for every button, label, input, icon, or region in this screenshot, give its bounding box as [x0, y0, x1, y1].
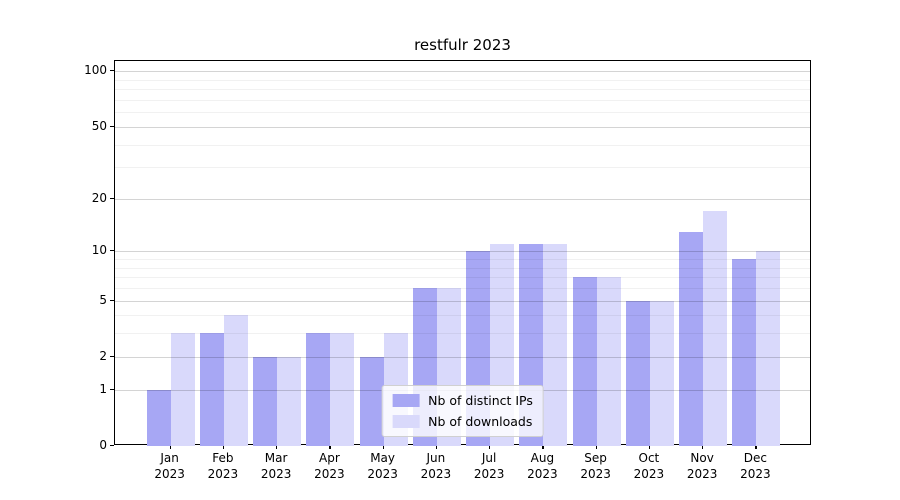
x-tick-mark-jun: [435, 445, 438, 449]
bar-series0-nov: [679, 231, 704, 446]
bar-series0-feb: [199, 333, 224, 446]
y-tick-label-5: 5: [99, 292, 107, 307]
legend-swatch-distinct-ips: [392, 394, 420, 407]
x-tick-month-apr: Apr: [319, 451, 340, 465]
y-tick-mark-2: [110, 355, 114, 357]
gridline-major-100: [115, 71, 810, 73]
y-tick-mark-1: [110, 388, 114, 390]
x-tick-year-jan: 2023: [154, 467, 185, 481]
bar-series0-may: [359, 356, 384, 446]
x-tick-mark-aug: [542, 445, 544, 449]
x-tick-month-nov: Nov: [690, 451, 714, 465]
gridline-minor-40: [115, 144, 810, 146]
legend-item-distinct-ips: Nb of distinct IPs: [392, 390, 533, 411]
x-tick-month-feb: Feb: [212, 451, 234, 465]
bar-series0-dec: [732, 259, 757, 446]
x-tick-month-jun: Jun: [426, 451, 446, 465]
bar-series0-apr: [306, 333, 331, 446]
y-tick-label-10: 10: [91, 243, 107, 258]
y-tick-mark-0: [110, 445, 114, 447]
x-tick-month-may: May: [370, 451, 395, 465]
bar-series1-aug: [543, 244, 568, 446]
gridline-minor-60: [115, 112, 810, 114]
x-tick-month-sep: Sep: [584, 451, 607, 465]
y-tick-label-1: 1: [99, 381, 107, 396]
x-tick-mark-jan: [169, 445, 171, 449]
x-tick-month-jul: Jul: [481, 451, 497, 465]
y-tick-mark-50: [110, 125, 114, 127]
gridline-major-20: [115, 198, 810, 200]
x-tick-year-sep: 2023: [580, 467, 611, 481]
y-tick-label-20: 20: [91, 190, 107, 205]
x-tick-month-aug: Aug: [530, 451, 555, 465]
legend-item-downloads: Nb of downloads: [392, 411, 533, 432]
bar-series1-mar: [277, 356, 302, 446]
legend: Nb of distinct IPs Nb of downloads: [381, 385, 544, 437]
bar-series0-jan: [146, 389, 171, 446]
x-tick-year-aug: 2023: [527, 467, 558, 481]
x-tick-mark-dec: [755, 445, 757, 449]
bar-series1-dec: [756, 251, 781, 446]
gridline-minor-90: [115, 79, 810, 81]
x-tick-mark-may: [382, 445, 384, 449]
x-tick-month-dec: Dec: [743, 451, 767, 465]
x-tick-year-mar: 2023: [260, 467, 292, 481]
legend-label-downloads: Nb of downloads: [428, 414, 533, 429]
y-tick-mark-100: [110, 70, 114, 72]
x-tick-month-oct: Oct: [638, 451, 660, 465]
gridline-minor-70: [115, 99, 810, 101]
y-tick-mark-20: [110, 197, 114, 199]
x-tick-year-nov: 2023: [686, 467, 718, 481]
gridline-major-50: [115, 126, 810, 128]
y-tick-label-0: 0: [99, 438, 107, 452]
x-tick-mark-sep: [595, 445, 597, 449]
y-tick-mark-5: [110, 299, 114, 301]
y-tick-label-50: 50: [91, 118, 107, 133]
x-tick-month-mar: Mar: [264, 451, 288, 465]
y-tick-label-100: 100: [84, 63, 107, 78]
gridline-minor-80: [115, 89, 810, 91]
legend-swatch-downloads: [392, 415, 420, 428]
x-tick-year-dec: 2023: [740, 467, 771, 481]
x-tick-mark-oct: [648, 445, 651, 449]
plot-area: Nb of distinct IPs Nb of downloads: [114, 60, 811, 446]
bar-series0-mar: [253, 356, 278, 446]
bar-series1-feb: [223, 315, 248, 446]
bar-series0-sep: [572, 277, 597, 446]
bar-series1-sep: [596, 277, 621, 446]
x-tick-mark-feb: [222, 445, 225, 449]
x-tick-mark-nov: [702, 445, 704, 449]
x-tick-mark-apr: [329, 445, 331, 449]
x-tick-year-jul: 2023: [473, 467, 505, 481]
y-tick-mark-10: [110, 250, 114, 252]
x-tick-year-apr: 2023: [314, 467, 345, 481]
bar-series1-jan: [170, 333, 195, 446]
x-tick-mark-jul: [489, 445, 491, 449]
bar-series1-apr: [330, 333, 355, 446]
x-tick-year-oct: 2023: [633, 467, 665, 481]
y-tick-label-2: 2: [99, 348, 107, 363]
x-tick-month-jan: Jan: [160, 451, 179, 465]
legend-label-distinct-ips: Nb of distinct IPs: [428, 393, 533, 408]
x-tick-year-may: 2023: [367, 467, 398, 481]
x-tick-year-jun: 2023: [420, 467, 452, 481]
chart-title: restfulr 2023: [414, 36, 511, 54]
bar-series1-oct: [649, 300, 674, 446]
x-tick-mark-mar: [276, 445, 278, 449]
bar-series1-nov: [703, 211, 728, 446]
x-tick-year-feb: 2023: [207, 467, 239, 481]
bar-series0-oct: [625, 300, 650, 446]
gridline-minor-30: [115, 167, 810, 169]
